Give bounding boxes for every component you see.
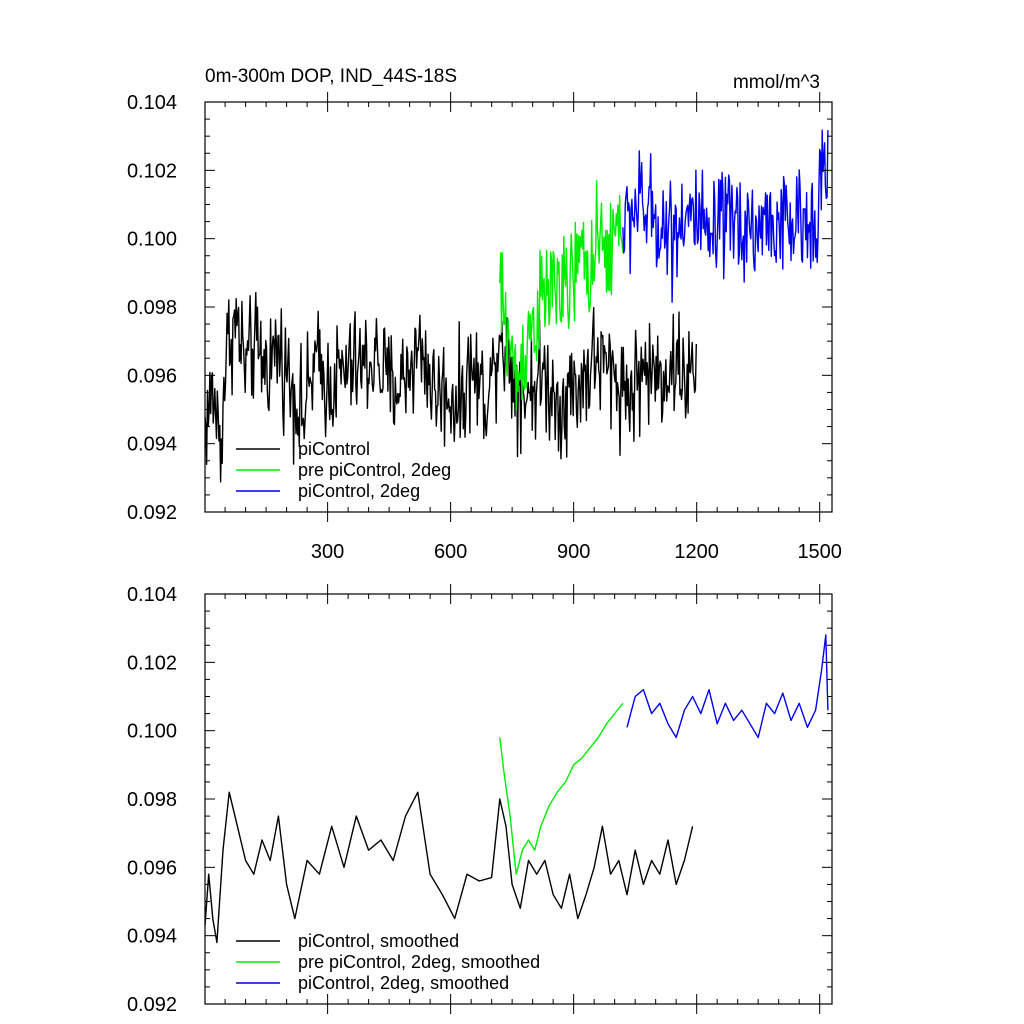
legend-label: piControl, smoothed bbox=[298, 931, 459, 951]
x-tick-label: 1500 bbox=[797, 541, 842, 563]
y-tick-label: 0.104 bbox=[127, 92, 177, 114]
y-tick-label: 0.100 bbox=[127, 229, 177, 251]
x-tick-label: 1200 bbox=[674, 541, 719, 563]
y-tick-label: 0.096 bbox=[127, 365, 177, 387]
series-line-picontrol-2deg-smoothed bbox=[626, 634, 829, 739]
legend-label: piControl, 2deg bbox=[298, 481, 420, 501]
series-line-pre-picontrol-2deg bbox=[499, 180, 624, 412]
x-tick-label: 300 bbox=[311, 541, 344, 563]
y-tick-label: 0.092 bbox=[127, 994, 177, 1016]
series-line-picontrol-2deg bbox=[622, 129, 829, 303]
series-line-picontrol-smoothed bbox=[204, 791, 694, 944]
y-tick-label: 0.098 bbox=[127, 297, 177, 319]
y-tick-label: 0.104 bbox=[127, 584, 177, 606]
y-tick-label: 0.094 bbox=[127, 926, 177, 948]
legend-label: pre piControl, 2deg bbox=[298, 460, 451, 480]
chart-title: 0m-300m DOP, IND_44S-18S bbox=[205, 66, 457, 87]
legend-label: pre piControl, 2deg, smoothed bbox=[298, 952, 540, 972]
series-line-pre-picontrol-2deg-smoothed bbox=[499, 702, 624, 875]
y-tick-label: 0.098 bbox=[127, 789, 177, 811]
y-tick-label: 0.092 bbox=[127, 502, 177, 524]
series-line-picontrol bbox=[204, 291, 697, 483]
panel-2: 0.092 0.094 0.096 0.098 0.100 0.102 0.104 piCon… bbox=[127, 584, 833, 1016]
y-tick-label: 0.102 bbox=[127, 652, 177, 674]
y-tick-label: 0.102 bbox=[127, 160, 177, 182]
y-tick-label: 0.094 bbox=[127, 434, 177, 456]
panel-1: 0.092 0.094 0.096 0.098 0.100 0.102 0.104 300 60… bbox=[127, 66, 842, 563]
units-label: mmol/m^3 bbox=[733, 72, 820, 93]
x-tick-label: 900 bbox=[557, 541, 590, 563]
y-tick-label: 0.100 bbox=[127, 721, 177, 743]
legend-label: piControl, 2deg, smoothed bbox=[298, 973, 509, 993]
x-tick-label: 600 bbox=[434, 541, 467, 563]
y-tick-label: 0.096 bbox=[127, 857, 177, 879]
legend-label: piControl bbox=[298, 439, 370, 459]
